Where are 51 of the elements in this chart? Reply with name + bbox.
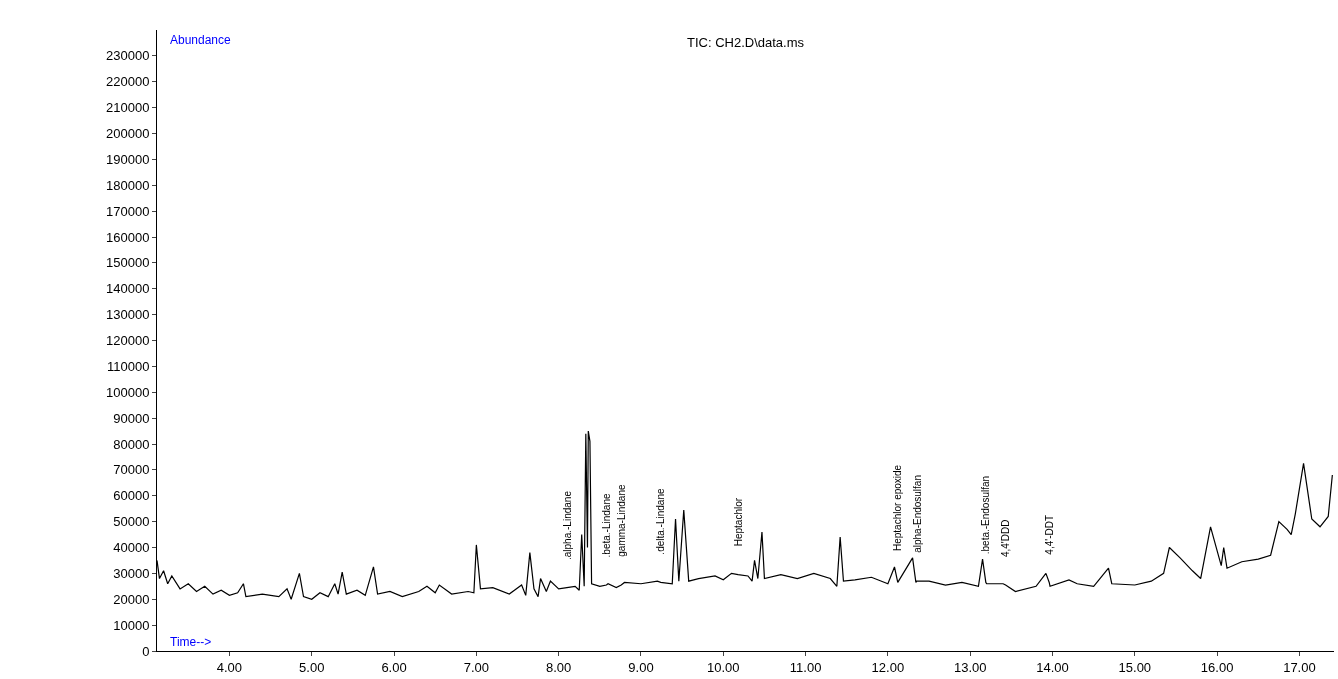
x-tick-label: 4.00 <box>216 659 243 675</box>
y-axis-title: Abundance <box>170 33 232 47</box>
y-tick-label: 190000 <box>106 151 150 167</box>
x-tick-label: 11.00 <box>789 659 822 675</box>
annotation: .delta.-Lindane <box>654 488 666 555</box>
y-tick-label: 180000 <box>106 177 150 193</box>
y-tick-label: 200000 <box>106 126 150 142</box>
y-tick-label: 120000 <box>106 333 150 349</box>
x-axis-title: Time--> <box>170 635 212 649</box>
annotation: Heptachlor epoxide <box>891 464 903 551</box>
annotation: .beta.-Endosulfan <box>980 475 992 555</box>
x-tick-label: 17.00 <box>1283 659 1316 675</box>
x-tick-label: 8.00 <box>546 659 572 675</box>
x-tick-label: 7.00 <box>463 659 490 675</box>
x-tick-label: 9.00 <box>628 659 654 675</box>
y-tick-label: 230000 <box>106 48 150 64</box>
y-tick-label: 30000 <box>113 565 150 581</box>
y-tick-label: 220000 <box>106 74 150 90</box>
y-tick-label: 100000 <box>106 384 150 400</box>
annotation: gamma-Lindane <box>615 484 627 557</box>
x-tick-label: 16.00 <box>1200 659 1234 675</box>
y-tick-label: 50000 <box>113 514 150 530</box>
x-tick-label: 15.00 <box>1118 659 1152 675</box>
annotation: Heptachlor <box>732 497 744 547</box>
x-tick-label: 13.00 <box>953 659 987 675</box>
y-tick-label: 210000 <box>106 100 150 116</box>
x-tick-label: 10.00 <box>707 659 740 675</box>
annotation: alpha-Endosulfan <box>911 475 923 553</box>
x-tick-label: 12.00 <box>871 659 905 675</box>
y-tick-label: 40000 <box>113 540 150 556</box>
annotation: 4,4'DDD <box>1000 519 1012 558</box>
y-tick-label: 150000 <box>106 255 150 271</box>
y-tick-label: 110000 <box>106 358 150 374</box>
y-tick-label: 90000 <box>113 410 150 426</box>
x-tick-label: 6.00 <box>381 659 407 675</box>
x-tick-label: 14.00 <box>1036 659 1069 675</box>
annotation: 4,4'-DDT <box>1043 514 1055 555</box>
y-tick-label: 130000 <box>106 307 150 323</box>
y-tick-label: 10000 <box>113 617 150 633</box>
annotation: .beta.-Lindane <box>601 493 613 558</box>
chart-title: TIC: CH2.D\data.ms <box>687 35 805 50</box>
y-tick-label: 70000 <box>113 462 150 478</box>
x-tick-label: 5.00 <box>299 659 325 675</box>
y-tick-label: 20000 <box>113 591 150 607</box>
y-tick-label: 0 <box>142 643 150 659</box>
y-tick-label: 160000 <box>106 229 150 245</box>
y-tick-label: 80000 <box>113 436 150 452</box>
y-tick-label: 170000 <box>106 203 150 219</box>
annotation: .alpha.-Lindane <box>561 490 573 560</box>
y-tick-label: 60000 <box>113 488 150 504</box>
y-tick-label: 140000 <box>106 281 150 297</box>
